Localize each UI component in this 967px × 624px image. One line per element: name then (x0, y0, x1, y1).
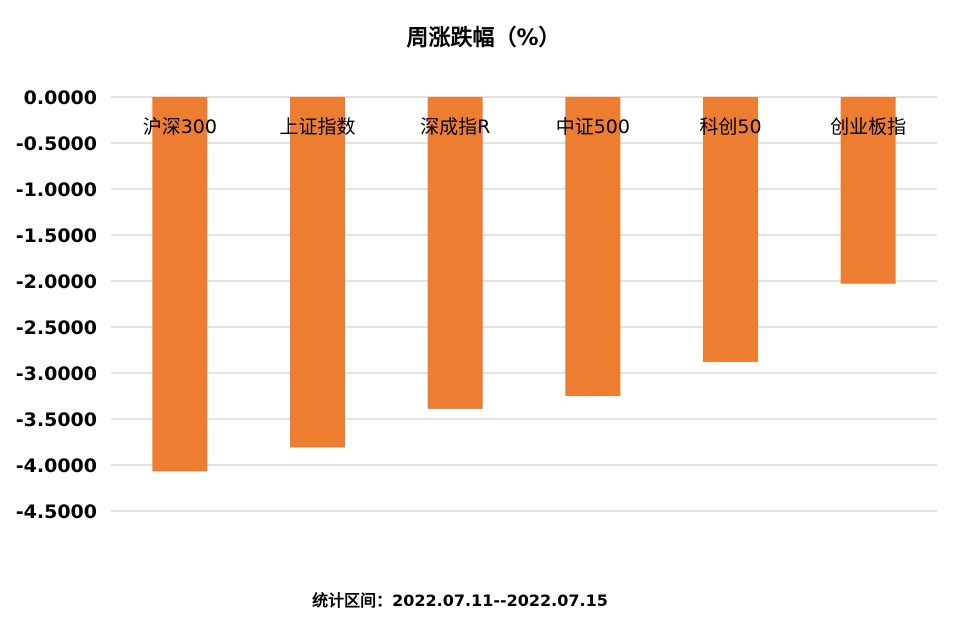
category-label: 科创50 (699, 116, 761, 138)
y-tick-label: 0.0000 (24, 87, 97, 109)
bar (290, 97, 345, 448)
bar (703, 97, 758, 362)
category-label: 深成指R (420, 116, 490, 138)
y-tick-label: -3.5000 (16, 409, 97, 431)
category-label: 上证指数 (279, 116, 355, 138)
bar (152, 97, 208, 472)
category-label: 创业板指 (830, 116, 906, 138)
bar (427, 97, 483, 409)
y-tick-label: -2.0000 (16, 271, 97, 293)
bar (840, 97, 896, 284)
chart-footer: 统计区间：2022.07.11--2022.07.15 (312, 591, 608, 610)
category-label: 沪深300 (143, 116, 217, 138)
category-label: 中证500 (556, 116, 630, 138)
y-tick-label: -4.5000 (16, 501, 97, 523)
y-tick-label: -3.0000 (16, 363, 97, 385)
y-tick-label: -4.0000 (16, 455, 97, 477)
y-tick-label: -2.5000 (16, 317, 97, 339)
bar (565, 97, 621, 396)
y-tick-label: -1.0000 (16, 179, 97, 201)
chart-title: 周涨跌幅（%） (406, 26, 561, 51)
y-tick-label: -1.5000 (16, 225, 97, 247)
y-tick-label: -0.5000 (16, 133, 97, 155)
